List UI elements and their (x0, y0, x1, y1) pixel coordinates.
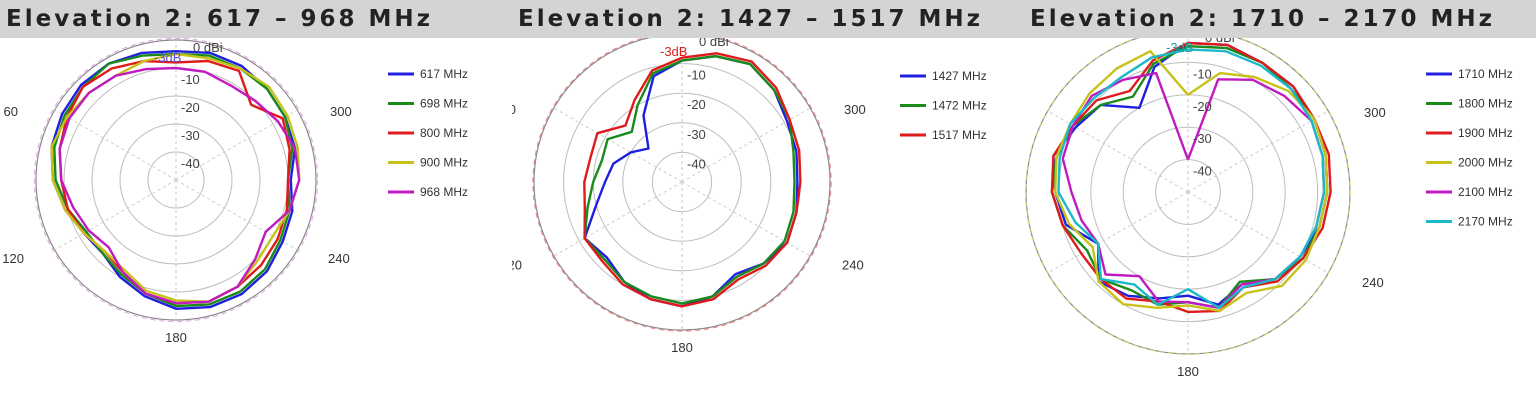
legend-label: 1900 MHz (1458, 126, 1513, 140)
radial-tick-label: 0 dBi (193, 40, 223, 55)
radial-tick-label: -40 (1193, 164, 1212, 179)
radial-tick-label: 0 dBi (1205, 38, 1235, 45)
radial-tick-label: -30 (1193, 131, 1212, 146)
grid-spoke (553, 181, 683, 257)
legend-label: 1710 MHz (1458, 67, 1513, 81)
legend-label: 698 MHz (420, 97, 468, 111)
polar-panel-1: Elevation 2: 617 – 968 MHz 0 dBi -10 -20 -3… (0, 0, 512, 416)
series-trace-2 (53, 52, 294, 308)
grid-circle (147, 151, 205, 209)
polar-chart-3: 0 dBi-10-20-30-40-3dB0601201802403001710… (1025, 38, 1513, 379)
radial-tick-label: -10 (181, 72, 200, 87)
grid-spoke (1187, 110, 1329, 193)
legend-label: 2100 MHz (1458, 185, 1513, 199)
radial-tick-label: -10 (687, 68, 706, 83)
angle-label: 180 (671, 340, 693, 355)
series-trace-5 (58, 66, 301, 305)
series-trace-6 (1057, 48, 1326, 309)
grid-spoke (1187, 191, 1329, 274)
grid-spoke (175, 179, 298, 251)
legend-label: 1517 MHz (932, 128, 987, 142)
grid-spoke (553, 107, 683, 183)
grid-spoke (681, 107, 811, 183)
reference-circle (532, 38, 832, 332)
legend-label: 1800 MHz (1458, 97, 1513, 111)
polar-panel-3: Elevation 2: 1710 – 2170 MHz 0 dBi -10 -20… (1024, 0, 1536, 416)
angle-label: 60 (512, 102, 516, 117)
chart-title: Elevation 2: 1427 – 1517 MHz (512, 0, 1024, 38)
reference-label: -3dB (154, 50, 181, 65)
polar-chart-2: 0 dBi-10-20-30-40-3dB0601201802403001427… (512, 38, 987, 355)
angle-label: 60 (4, 104, 18, 119)
polar-chart-1: 0 dBi-10-20-30-40-3dB060120180240300617 … (2, 38, 468, 345)
angle-label: 300 (1364, 105, 1386, 120)
angle-label: 180 (1177, 364, 1199, 379)
grid-spoke (54, 179, 177, 251)
legend-label: 2170 MHz (1458, 215, 1513, 229)
legend-label: 968 MHz (420, 185, 468, 199)
radial-tick-label: -20 (687, 97, 706, 112)
grid-circle (1122, 126, 1254, 258)
chart-title: Elevation 2: 617 – 968 MHz (0, 0, 512, 38)
angle-label: 180 (165, 330, 187, 345)
legend-label: 617 MHz (420, 67, 468, 81)
angle-label: 240 (1362, 275, 1384, 290)
radial-tick-label: -20 (1193, 99, 1212, 114)
angle-label: 120 (512, 257, 522, 272)
legend-label: 900 MHz (420, 156, 468, 170)
angle-label: 300 (844, 102, 866, 117)
reference-circle (33, 38, 319, 323)
series-trace-3 (583, 52, 802, 308)
legend-label: 1472 MHz (932, 99, 987, 113)
grid-circle (533, 38, 831, 331)
reference-label: -3dB (1166, 40, 1193, 55)
radial-tick-label: -10 (1193, 66, 1212, 81)
chart-title: Elevation 2: 1710 – 2170 MHz (1024, 0, 1536, 38)
reference-label: -3dB (660, 44, 687, 59)
angle-label: 120 (2, 251, 24, 266)
radial-tick-label: -30 (181, 128, 200, 143)
reference-circle (1025, 38, 1351, 355)
series-trace-1 (50, 50, 297, 310)
angle-label: 240 (842, 257, 864, 272)
grid-circle (651, 151, 713, 213)
radial-tick-label: -30 (687, 127, 706, 142)
polar-panel-2: Elevation 2: 1427 – 1517 MHz 0 dBi -10 -20… (512, 0, 1024, 416)
angle-label: 240 (328, 251, 350, 266)
legend-label: 2000 MHz (1458, 156, 1513, 170)
grid-spoke (681, 181, 811, 257)
legend-label: 1427 MHz (932, 69, 987, 83)
series-trace-3 (1050, 41, 1332, 314)
grid-spoke (54, 109, 177, 181)
radial-tick-label: -40 (687, 156, 706, 171)
legend-label: 800 MHz (420, 126, 468, 140)
radial-tick-label: -20 (181, 100, 200, 115)
series-trace-3 (58, 59, 291, 305)
radial-tick-label: 0 dBi (699, 38, 729, 49)
angle-label: 300 (330, 104, 352, 119)
grid-circle (622, 122, 742, 242)
radial-tick-label: -40 (181, 156, 200, 171)
series-trace-4 (50, 52, 301, 303)
